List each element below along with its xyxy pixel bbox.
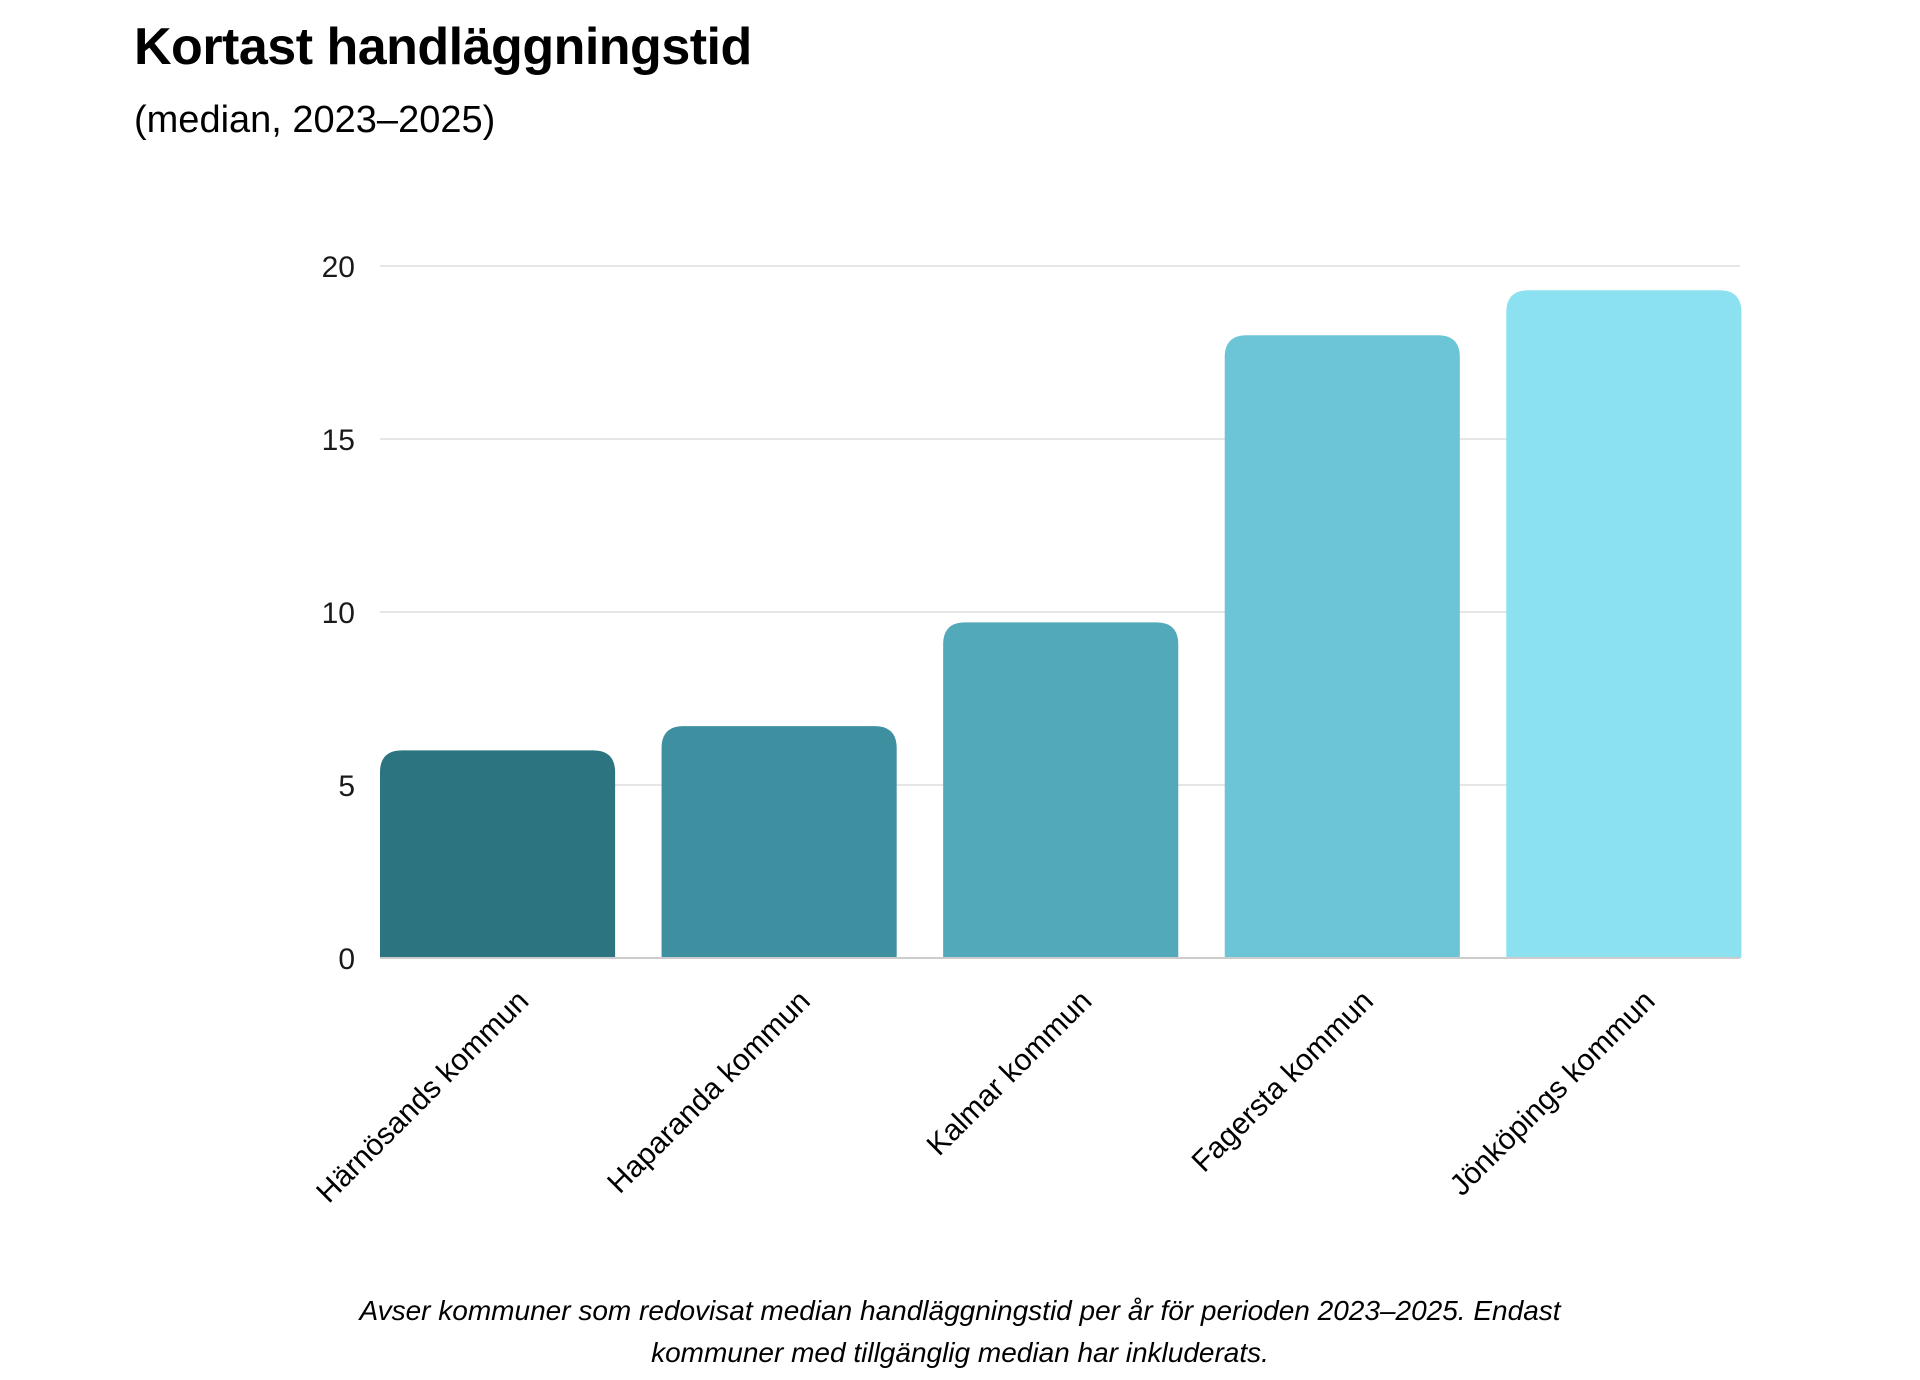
y-tick-label: 20 [322, 251, 355, 284]
footnote-line-1: Avser kommuner som redovisat median hand… [359, 1295, 1561, 1326]
bar [943, 622, 1179, 958]
chart-subtitle: (median, 2023–2025) [134, 99, 496, 141]
y-tick-label: 15 [322, 424, 355, 457]
y-tick-label: 5 [338, 770, 355, 803]
bar [1224, 335, 1460, 958]
bar [1506, 290, 1742, 959]
bar [661, 726, 897, 958]
x-tick-label: Fagersta kommun [1186, 984, 1380, 1178]
x-tick-label: Jönköpings kommun [1444, 984, 1662, 1202]
x-tick-label: Kalmar kommun [921, 984, 1099, 1162]
y-tick-label: 10 [322, 597, 355, 630]
bar-chart: 0 5 10 15 20 Härnösands kommun Haparanda komm… [310, 251, 1742, 1209]
x-tick-label: Haparanda kommun [601, 984, 817, 1200]
y-axis-ticks: 0 5 10 15 20 [322, 251, 355, 976]
bar [380, 750, 616, 958]
bars [380, 290, 1742, 959]
x-tick-label: Härnösands kommun [310, 984, 535, 1209]
chart-title: Kortast handläggningstid [134, 18, 752, 76]
footnote-line-2: kommuner med tillgänglig median har inkl… [651, 1337, 1269, 1368]
y-tick-label: 0 [338, 943, 355, 976]
x-axis-labels: Härnösands kommun Haparanda kommun Kalmar … [310, 984, 1661, 1209]
footnote: Avser kommuner som redovisat median hand… [0, 1290, 1920, 1374]
